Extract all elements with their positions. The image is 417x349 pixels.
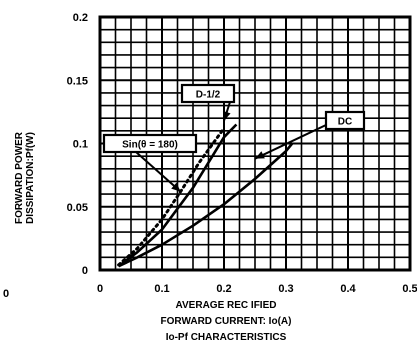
annotation-label-d-half: D-1/2: [196, 90, 221, 101]
plot-frame: [98, 15, 412, 272]
annotations: D-1/2 DC Sin(θ = 180): [102, 83, 366, 193]
series-line-dc: [118, 142, 294, 268]
annotation-arrowhead-d-half: [222, 110, 231, 121]
annotation-box-sin-180: [102, 133, 198, 154]
annotation-box-dc: [324, 110, 366, 131]
x-tick-label: 0.5: [402, 283, 417, 295]
annotation-leader-sin-180: [135, 151, 182, 193]
x-tick-label: 0.1: [154, 283, 169, 295]
y-axis-title: FORWARD POWER DISSIPATION:Pf(W): [14, 131, 36, 224]
x-axis-title-line-1: AVERAGE REC IFIED: [176, 300, 277, 311]
grid: [100, 17, 410, 270]
annotation-box-d-half: [180, 83, 236, 104]
annotation-leader-dc: [254, 124, 327, 160]
y-axis-title-line-2: DISSIPATION:Pf(W): [25, 132, 36, 224]
series-group: [117, 123, 294, 268]
plot-border: [98, 15, 412, 272]
annotation-label-sin-180: Sin(θ = 180): [122, 140, 178, 151]
annotation-arrowhead-sin-180: [171, 182, 181, 192]
y-tick-label: 0.2: [73, 12, 88, 24]
y-tick-label: 0.15: [67, 75, 88, 87]
series-line-d-half: [117, 123, 238, 268]
annotation-label-dc: DC: [338, 117, 352, 128]
tick-labels: 0 0.1 0.2 0.3 0.4 0.5 0 0.05 0.1 0.15 0.2: [67, 12, 417, 295]
x-axis-title-line-2: FORWARD CURRENT: Io(A): [161, 316, 292, 327]
y-axis-title-line-1: FORWARD POWER: [14, 131, 25, 224]
x-tick-label: 0.4: [340, 283, 356, 295]
annotation-arrowhead-dc: [255, 151, 265, 159]
series-line-sin-180: [117, 126, 226, 267]
y-tick-label: 0.1: [73, 139, 88, 151]
x-tick-label: 0: [97, 283, 103, 295]
stray-zero-label: 0: [3, 288, 9, 300]
x-tick-label: 0.3: [278, 283, 293, 295]
x-tick-label: 0.2: [216, 283, 231, 295]
x-axis-title-line-3: Io-Pf CHARACTERISTICS: [166, 332, 287, 343]
y-tick-label: 0: [82, 265, 88, 277]
y-tick-label: 0.05: [67, 202, 88, 214]
